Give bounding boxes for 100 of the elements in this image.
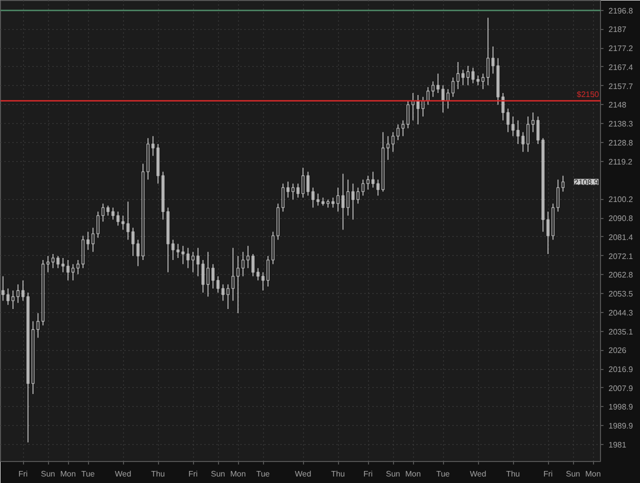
candlestick	[401, 120, 405, 137]
candlestick	[186, 247, 190, 269]
candlestick	[196, 247, 200, 277]
candlestick	[236, 255, 240, 314]
candlestick	[291, 183, 295, 200]
y-tick-label: 2119.2	[608, 157, 633, 166]
candlestick	[356, 187, 360, 204]
candlestick	[251, 253, 255, 277]
x-tick-label: Sun	[386, 470, 400, 478]
candlestick	[241, 251, 245, 277]
candlestick	[296, 183, 300, 198]
candlestick	[456, 61, 460, 90]
x-tick-label: Thu	[331, 470, 345, 478]
candlestick	[376, 179, 380, 196]
x-tick-label: Fri	[18, 470, 28, 478]
candlestick	[436, 73, 440, 94]
candlestick	[526, 116, 530, 152]
candlestick	[396, 124, 400, 141]
candlestick	[366, 175, 370, 190]
candlestick	[6, 288, 10, 306]
candlestick	[181, 245, 185, 265]
candlestick	[21, 280, 25, 302]
y-tick-label: 2026	[608, 346, 627, 356]
y-tick-label: 1981	[608, 440, 627, 450]
candlestick	[136, 239, 140, 267]
x-tick-label: Wed	[470, 470, 486, 478]
candlestick	[56, 255, 60, 269]
x-tick-label: Sun	[210, 470, 226, 478]
candlestick	[266, 255, 270, 287]
candlestick	[306, 171, 310, 196]
candlestick	[116, 211, 120, 226]
candlestick	[391, 132, 395, 152]
x-tick-label: Mon	[405, 470, 421, 478]
ref-line-label: $2150	[576, 90, 600, 99]
candlestick	[1, 276, 5, 302]
candlestick	[176, 243, 180, 258]
candlestick	[71, 264, 75, 281]
candlestick	[536, 116, 540, 145]
candlestick	[431, 80, 435, 98]
y-tick-label: 2148	[608, 100, 627, 110]
y-tick-label: 2157.7	[608, 82, 634, 91]
candlestick	[516, 120, 520, 145]
x-tick-label: Thu	[506, 470, 520, 478]
candlestick	[191, 251, 195, 273]
candlestick	[491, 46, 495, 74]
candlestick	[206, 251, 210, 298]
y-tick-label: 2100.2	[608, 195, 634, 204]
candlestick	[351, 183, 355, 220]
candlestick	[461, 69, 465, 86]
y-tick-label: 2187	[608, 25, 627, 34]
x-tick-label: Tue	[81, 470, 96, 478]
candlestick	[121, 215, 125, 230]
y-tick-label: 1998.9	[608, 402, 634, 412]
x-tick-label: Fri	[543, 470, 553, 478]
y-tick-label: 2128.8	[608, 138, 634, 148]
candlestick	[256, 268, 260, 281]
candlestick	[481, 73, 485, 90]
y-tick-label: 1989.9	[608, 422, 634, 431]
candlestick	[126, 201, 130, 240]
candlestick	[386, 136, 390, 160]
candlestick	[171, 239, 175, 261]
y-tick-label: 2007.9	[608, 384, 634, 393]
candlestick	[501, 92, 505, 121]
candlestick	[246, 245, 250, 269]
candlestick	[371, 171, 375, 188]
candlestick	[231, 247, 235, 302]
candlestick	[16, 284, 20, 304]
x-tick-label: Fri	[363, 470, 373, 478]
candlestick	[216, 276, 220, 294]
y-tick-label: 2081.4	[608, 232, 634, 242]
candlestick	[466, 65, 470, 86]
y-tick-label: 2177.2	[608, 44, 634, 54]
y-tick-label: 2167.4	[608, 62, 634, 72]
candlestick	[406, 100, 410, 129]
candlestick	[476, 75, 480, 86]
candlestick	[316, 193, 320, 206]
y-tick-label: 2062.8	[608, 270, 634, 280]
candlestick	[301, 167, 305, 198]
candlestick	[331, 197, 335, 208]
candlestick	[61, 257, 65, 273]
x-tick-label: Thu	[151, 470, 165, 478]
candlestick	[101, 203, 105, 222]
y-tick-label: 2196.8	[608, 6, 634, 16]
candlestick	[11, 290, 15, 310]
candlestick	[111, 207, 115, 220]
candlestick	[221, 284, 225, 302]
candlestick	[66, 260, 70, 281]
y-tick-label: 2016.9	[608, 365, 634, 374]
x-tick-label: Wed	[114, 470, 132, 478]
y-tick-label: 2053.5	[608, 290, 634, 299]
y-tick-label: 2138.3	[608, 120, 634, 129]
candlestick	[361, 179, 365, 196]
candlestick	[226, 284, 230, 310]
x-tick-label: Mon	[230, 470, 246, 478]
candlestick	[86, 231, 90, 250]
x-tick-label: Sun	[566, 470, 580, 478]
candlestick	[561, 175, 565, 192]
y-tick-label: 2090.8	[608, 214, 634, 224]
candlestick	[521, 132, 525, 152]
x-tick-label: Sun	[40, 470, 56, 478]
